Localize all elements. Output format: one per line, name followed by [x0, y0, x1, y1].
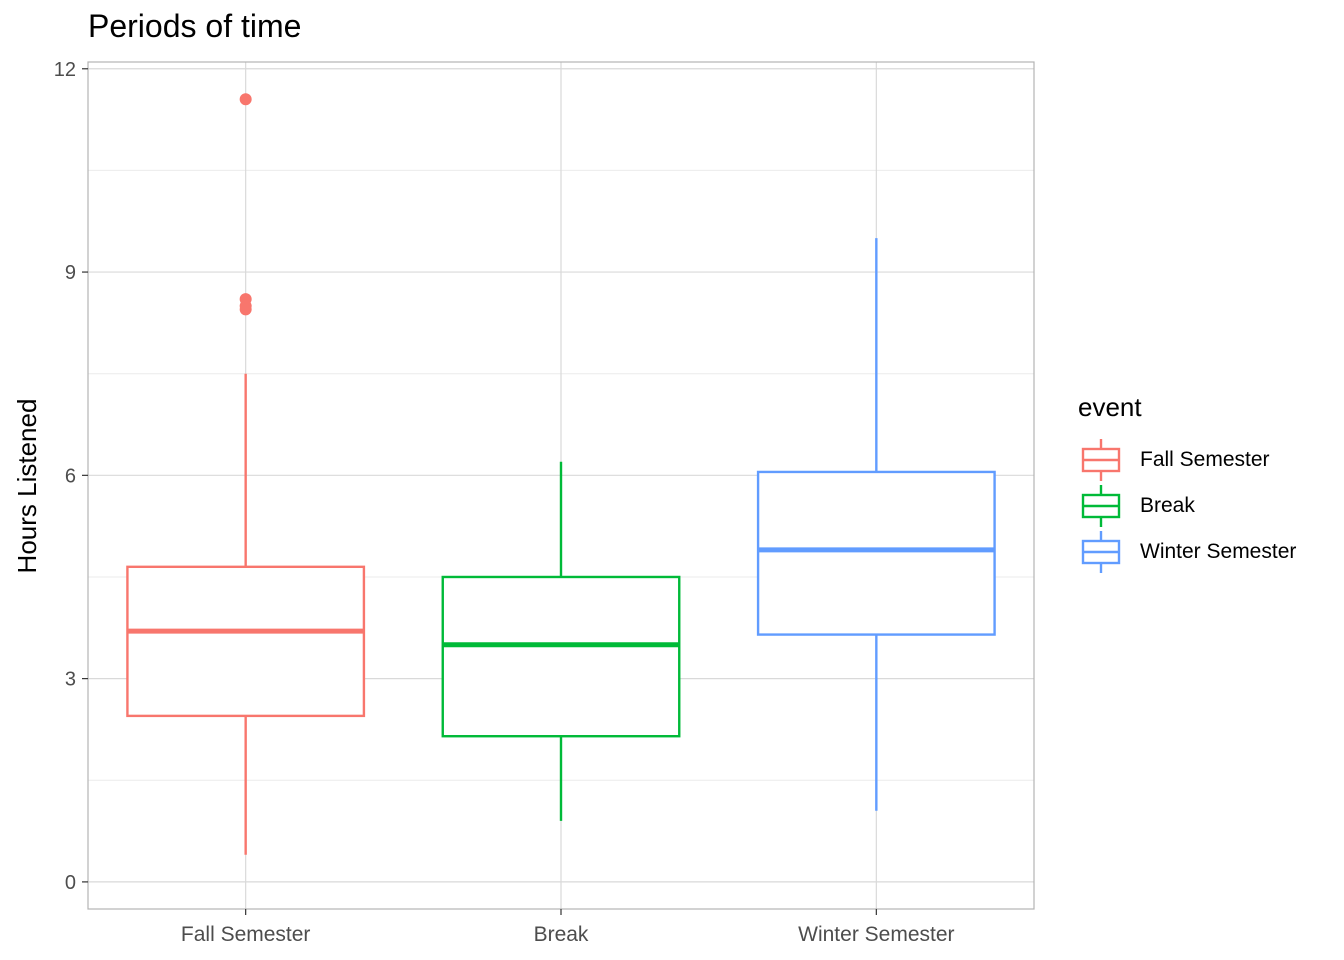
y-tick-label: 6: [65, 465, 76, 487]
outlier-point: [239, 93, 252, 106]
y-tick-label: 3: [65, 669, 76, 691]
y-tick-label: 0: [65, 872, 76, 894]
legend-item: Winter Semester: [1078, 529, 1296, 575]
legend-item: Break: [1078, 483, 1296, 529]
legend-key: [1081, 439, 1121, 481]
legend: event Fall Semester Break Winter Semester: [1078, 392, 1296, 575]
iqr-box: [756, 470, 996, 636]
legend-key: [1081, 485, 1121, 527]
legend-key: [1081, 531, 1121, 573]
y-tick-label: 9: [65, 262, 76, 284]
legend-label: Fall Semester: [1140, 448, 1270, 471]
x-tick-label: Break: [534, 923, 589, 946]
legend-item: Fall Semester: [1078, 437, 1296, 483]
axis-layer: 0 3 6 9 12 Fall Semester Break Winter Semester: [54, 59, 955, 946]
x-tick-label: Winter Semester: [798, 923, 954, 946]
y-axis-label: Hours Listened: [12, 399, 42, 574]
box-layer: [126, 93, 996, 855]
box-break: [441, 461, 681, 821]
box-winter-semester: [756, 238, 996, 811]
chart-title: Periods of time: [88, 8, 302, 44]
box-fall-semester: [126, 93, 366, 855]
x-tick-label: Fall Semester: [181, 923, 311, 946]
iqr-box: [441, 575, 681, 738]
legend-label: Winter Semester: [1140, 540, 1297, 563]
legend-title: event: [1078, 392, 1142, 422]
iqr-box: [126, 565, 366, 718]
y-tick-label: 12: [54, 59, 76, 81]
outlier-point: [239, 303, 252, 316]
legend-label: Break: [1140, 494, 1195, 517]
